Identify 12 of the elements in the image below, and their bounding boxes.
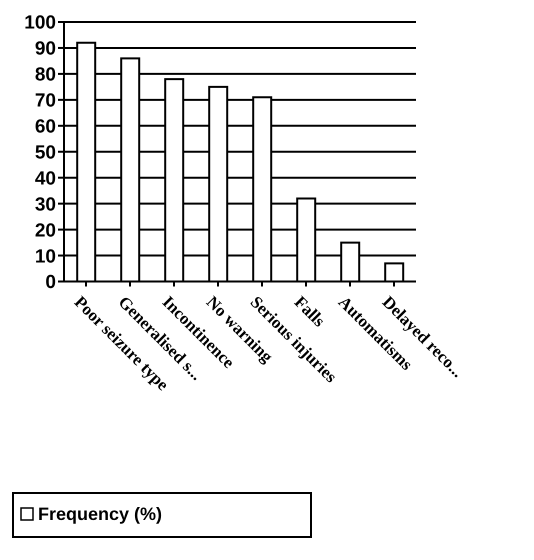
y-tick-label: 90 — [34, 38, 56, 60]
y-tick-label: 50 — [34, 142, 56, 164]
y-tick-label: 30 — [34, 194, 56, 216]
y-tick-label: 60 — [34, 116, 56, 138]
y-tick-label: 10 — [34, 246, 56, 268]
y-tick-label: 80 — [34, 64, 56, 86]
y-tick-label: 100 — [24, 12, 56, 34]
y-tick-label: 40 — [34, 168, 56, 190]
y-tick-label: 0 — [45, 272, 56, 294]
y-tick-label: 20 — [34, 220, 56, 242]
legend-label: Frequency (%) — [38, 504, 162, 524]
y-tick-label: 70 — [34, 90, 56, 112]
